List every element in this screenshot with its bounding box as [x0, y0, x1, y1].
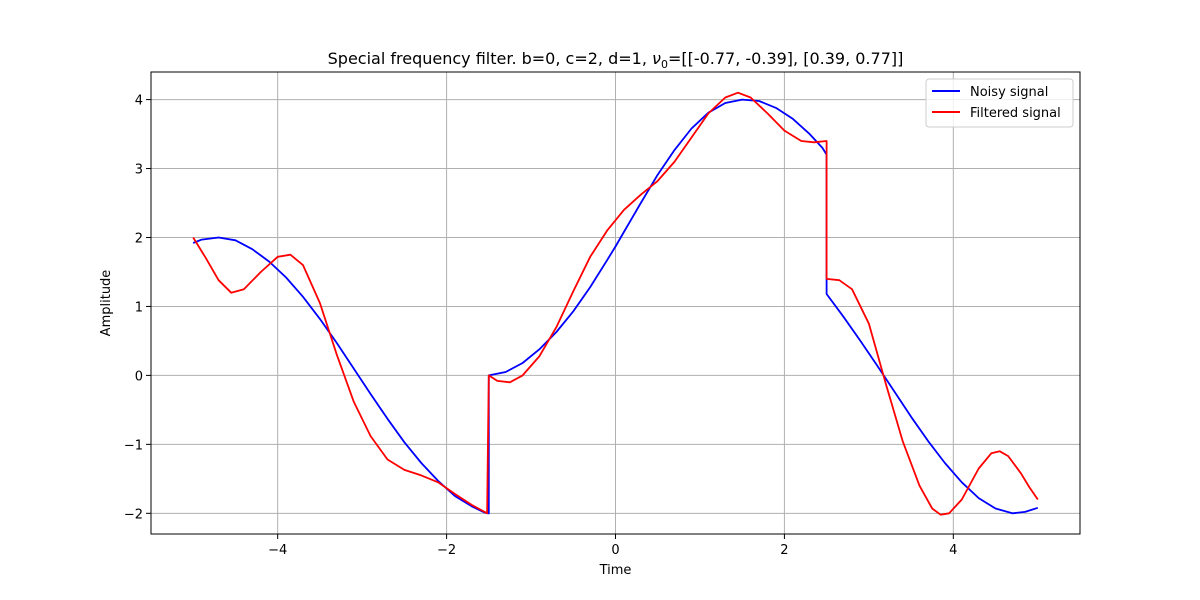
y-tick-label: 0 [135, 369, 143, 384]
chart-title-subscript: 0 [661, 58, 668, 71]
y-tick-label: 2 [135, 231, 143, 246]
x-tick-label: 4 [949, 543, 957, 558]
series-layer [192, 91, 1039, 516]
y-axis-label: Amplitude [99, 270, 114, 337]
series-line-filtered-signal [192, 91, 1039, 516]
y-tick-label: 4 [135, 94, 143, 109]
y-tick-label: 1 [135, 300, 143, 315]
legend-label-filtered-signal: Filtered signal [970, 106, 1061, 121]
x-tick-label: 0 [611, 543, 619, 558]
y-tick-label: −2 [124, 507, 143, 522]
chart-title-suffix: =[[-0.77, -0.39], [0.39, 0.77]] [668, 49, 903, 68]
y-tick-label: 3 [135, 163, 143, 178]
chart-title-prefix: Special frequency filter. b=0, c=2, d=1, [328, 49, 652, 68]
legend-box [925, 78, 1074, 128]
chart-title: Special frequency filter. b=0, c=2, d=1,… [328, 49, 904, 71]
grid-layer [151, 72, 1080, 534]
x-axis-label: Time [599, 563, 632, 578]
chart-title-symbol: ν [652, 49, 661, 68]
legend: Noisy signal Filtered signal [925, 78, 1074, 128]
y-tick-label: −1 [124, 438, 143, 453]
x-tick-label: 2 [780, 543, 788, 558]
x-tick-label: −2 [437, 543, 456, 558]
legend-label-noisy-signal: Noisy signal [970, 85, 1048, 100]
series-line-noisy-signal [192, 98, 1039, 515]
x-tick-label: −4 [268, 543, 287, 558]
ticks-layer: −4 −2 0 2 4 −2 −1 0 1 2 3 4 [124, 94, 958, 558]
